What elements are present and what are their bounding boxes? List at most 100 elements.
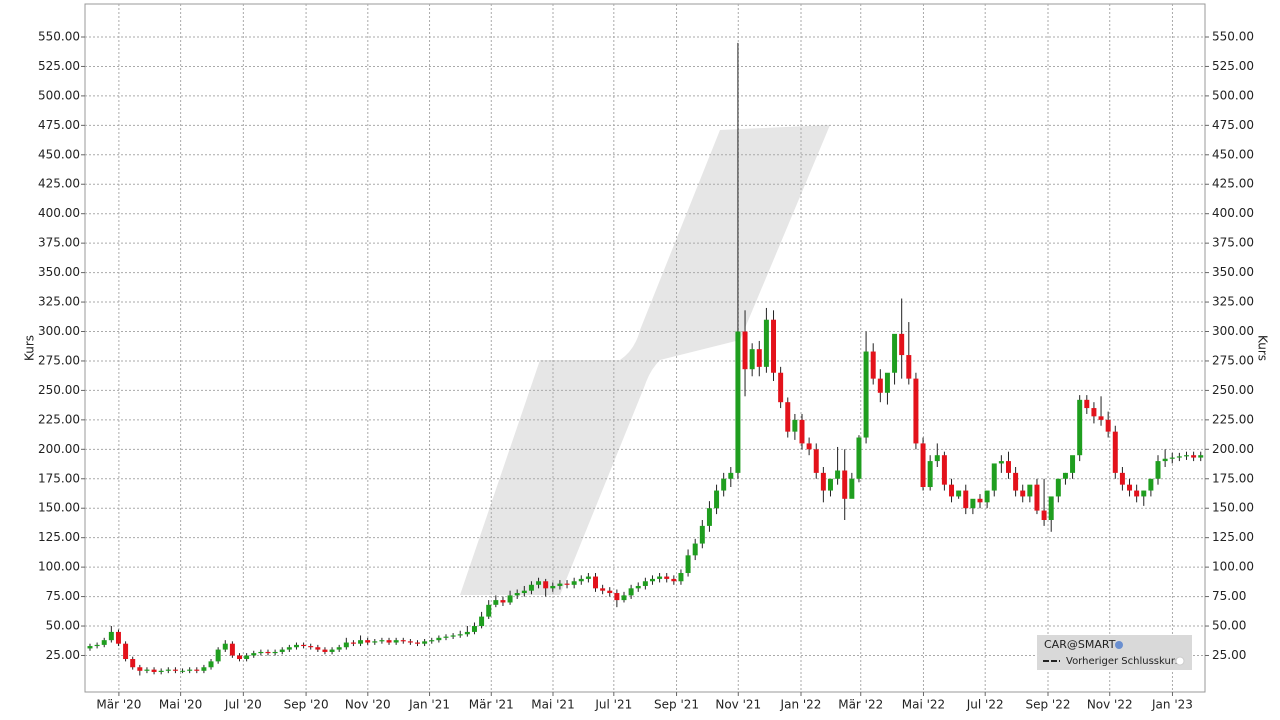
candle-body	[763, 319, 769, 367]
candle-body	[856, 437, 862, 479]
candle-body	[486, 604, 492, 617]
candle-body	[1091, 408, 1097, 417]
candle-body	[1105, 419, 1111, 432]
candle-body	[593, 576, 599, 589]
candle-body	[108, 631, 114, 641]
y-tick-label: 325.00	[38, 295, 80, 309]
candle-body	[835, 470, 841, 479]
y2-axis-label: Kurs	[1256, 335, 1270, 361]
candle-body	[884, 372, 890, 393]
candle-body	[265, 651, 271, 654]
candle-body	[585, 576, 591, 579]
y2-tick-label: 50.00	[1212, 619, 1246, 633]
candle-body	[528, 584, 534, 591]
candle-body	[550, 585, 556, 589]
candle-body	[301, 644, 307, 647]
candle-body	[934, 455, 940, 462]
y2-tick-label: 350.00	[1212, 265, 1254, 279]
x-tick-label: Jul '22	[966, 698, 1004, 712]
candle-body	[635, 585, 641, 589]
y-tick-label: 75.00	[46, 589, 80, 603]
candle-body	[293, 644, 299, 648]
x-tick-label: Jul '21	[594, 698, 632, 712]
candle-body	[1198, 455, 1204, 458]
legend: CAR@SMART Vorheriger Schlusskurs	[1037, 635, 1192, 670]
candle-body	[692, 543, 698, 556]
candle-body	[642, 581, 648, 586]
y-tick-label: 50.00	[46, 619, 80, 633]
y-tick-label: 400.00	[38, 206, 80, 220]
x-tick-label: Sep '20	[284, 698, 329, 712]
candle-body	[657, 576, 663, 579]
candle-body	[1070, 455, 1076, 473]
candle-body	[507, 595, 513, 603]
candle-body	[728, 472, 734, 479]
y-tick-label: 275.00	[38, 353, 80, 367]
candle-body	[1183, 455, 1189, 457]
y-tick-label: 450.00	[38, 147, 80, 161]
candle-body	[756, 349, 762, 367]
y2-tick-label: 475.00	[1212, 118, 1254, 132]
candle-body	[272, 651, 278, 654]
candle-body	[479, 616, 485, 627]
y2-tick-label: 250.00	[1212, 383, 1254, 397]
candle-body	[158, 670, 164, 672]
candle-body	[436, 637, 442, 641]
y-tick-label: 300.00	[38, 324, 80, 338]
y-tick-label: 250.00	[38, 383, 80, 397]
candle-body	[1055, 478, 1061, 497]
candle-body	[927, 461, 933, 488]
candle-body	[336, 647, 342, 650]
candle-body	[892, 333, 898, 373]
x-tick-label: Nov '20	[345, 698, 391, 712]
candle-body	[130, 659, 136, 668]
candle-body	[813, 449, 819, 473]
y-tick-label: 375.00	[38, 236, 80, 250]
candle-body	[450, 635, 456, 637]
candle-body	[1119, 472, 1125, 485]
candle-body	[471, 626, 477, 632]
y2-tick-label: 225.00	[1212, 412, 1254, 426]
candle-body	[101, 640, 107, 645]
y2-tick-label: 25.00	[1212, 648, 1246, 662]
candle-body	[315, 647, 321, 650]
y2-tick-label: 125.00	[1212, 530, 1254, 544]
legend-entry: Vorheriger Schlusskurs	[1066, 656, 1180, 667]
candle-body	[422, 641, 428, 644]
candle-body	[94, 644, 100, 647]
y2-tick-label: 400.00	[1212, 206, 1254, 220]
candle-body	[906, 355, 912, 379]
candle-body	[706, 508, 712, 526]
legend-entry: CAR@SMART	[1044, 638, 1116, 651]
candle-body	[500, 600, 506, 603]
candle-body	[564, 583, 570, 585]
grid: 25.00 25.00 50.00 50.00 75.00 75.00 100.00 100.…	[38, 4, 1254, 712]
candle-body	[991, 463, 997, 491]
candle-body	[842, 470, 848, 499]
candle-body	[578, 578, 584, 582]
y-tick-label: 100.00	[38, 560, 80, 574]
x-tick-label: Sep '22	[1026, 698, 1071, 712]
candle-body	[329, 649, 335, 652]
candle-body	[372, 641, 378, 643]
candle-body	[322, 649, 328, 652]
legend-box	[1037, 635, 1192, 670]
candle-body	[543, 581, 549, 589]
legend-icon[interactable]	[1115, 641, 1123, 649]
candle-body	[792, 419, 798, 432]
candle-body	[1134, 490, 1140, 497]
candle-body	[614, 593, 620, 601]
candle-body	[1041, 510, 1047, 520]
y-tick-label: 525.00	[38, 59, 80, 73]
candle-body	[165, 669, 171, 671]
candle-body	[137, 667, 143, 671]
y2-tick-label: 375.00	[1212, 236, 1254, 250]
y-axis-label: Kurs	[23, 335, 37, 361]
candle-body	[151, 669, 157, 672]
candle-body	[172, 669, 178, 671]
y2-tick-label: 150.00	[1212, 501, 1254, 515]
candle-body	[308, 646, 314, 648]
candle-body	[600, 588, 606, 591]
legend-icon[interactable]	[1175, 656, 1185, 666]
x-tick-label: Sep '21	[654, 698, 699, 712]
